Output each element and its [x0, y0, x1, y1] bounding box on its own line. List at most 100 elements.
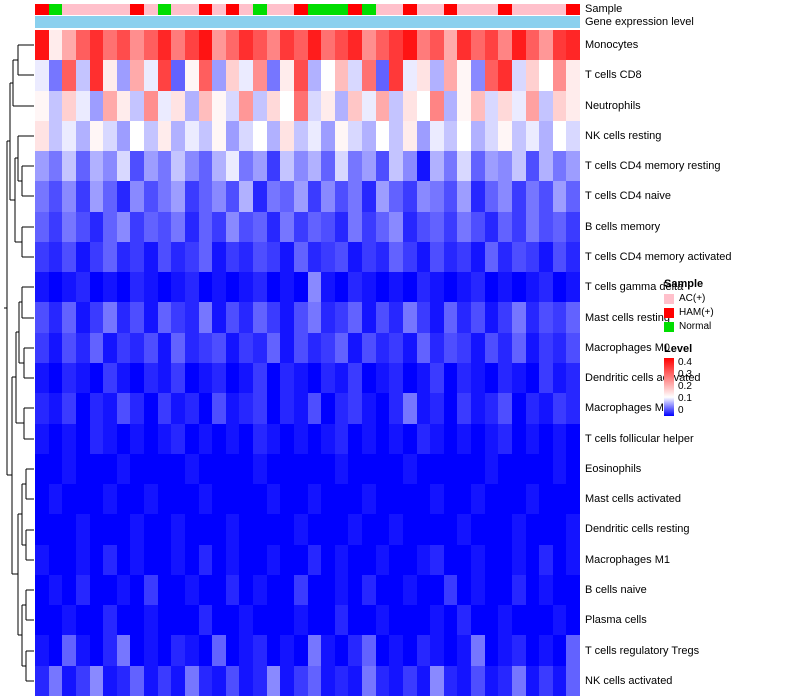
sample-legend-item: Normal [664, 321, 794, 333]
heatmap-cell [552, 211, 567, 242]
heatmap-cell [471, 544, 485, 575]
heatmap-cell [539, 272, 553, 303]
heatmap-cell [171, 60, 185, 91]
heatmap-cell [457, 665, 471, 696]
heatmap-cell [416, 484, 431, 515]
heatmap-cell [484, 120, 499, 152]
heatmap-cell [35, 393, 49, 424]
row-label: Plasma cells [585, 614, 647, 627]
heatmap-cell [375, 544, 390, 575]
heatmap-cell [212, 181, 226, 212]
heatmap-cell [334, 544, 349, 575]
heatmap-cell [225, 332, 240, 363]
heatmap-cell [75, 241, 90, 273]
heatmap-cell [525, 363, 540, 394]
heatmap-cell [362, 30, 376, 61]
heatmap-cell [48, 453, 63, 485]
heatmap-cell [471, 90, 485, 121]
heatmap-cell [239, 574, 253, 606]
heatmap-cell [511, 484, 526, 515]
heatmap-cell [348, 272, 362, 303]
heatmap-cell [402, 635, 417, 666]
heatmap-cell [484, 241, 499, 273]
heatmap-cell [253, 332, 267, 363]
heatmap-cell [103, 665, 117, 696]
heatmap-cell [89, 635, 104, 666]
heatmap-cell [198, 30, 213, 61]
heatmap-cell [35, 30, 49, 61]
heatmap-cell [375, 423, 390, 454]
heatmap-cell [212, 60, 226, 91]
heatmap-cell [75, 484, 90, 515]
heatmap-cell [253, 181, 267, 212]
heatmap-cell [253, 393, 267, 424]
heatmap-cell [389, 151, 403, 182]
heatmap-cell [48, 363, 63, 394]
heatmap-cell [225, 574, 240, 606]
heatmap-cell [280, 574, 294, 606]
heatmap-cell [171, 332, 185, 363]
heatmap-cell [416, 605, 431, 636]
heatmap-cell [348, 332, 362, 363]
heatmap-cell [103, 453, 117, 485]
heatmap-cell [566, 665, 580, 696]
heatmap-cell [566, 151, 580, 182]
heatmap-cell [498, 211, 512, 242]
heatmap-cell [103, 484, 117, 515]
heatmap-cell [130, 151, 144, 182]
heatmap-cell [307, 363, 322, 394]
heatmap-cell [62, 635, 76, 666]
heatmap-cell [484, 181, 499, 212]
heatmap-cell [430, 453, 444, 485]
heatmap-cell [498, 332, 512, 363]
heatmap-cell [375, 635, 390, 666]
heatmap-cell [471, 60, 485, 91]
heatmap-cell [525, 302, 540, 333]
heatmap-cell [48, 151, 63, 182]
heatmap-cell [75, 90, 90, 121]
heatmap-cell [184, 120, 199, 152]
heatmap-cell [307, 151, 322, 182]
heatmap-cell [62, 302, 76, 333]
sample-annotation-cell [539, 4, 553, 15]
heatmap-cell [157, 151, 172, 182]
level-tick: 0.2 [678, 381, 692, 392]
heatmap-cell [144, 332, 158, 363]
sample-annotation-cell [321, 4, 335, 15]
heatmap-cell [116, 484, 131, 515]
heatmap-cell [253, 151, 267, 182]
heatmap-cell [198, 635, 213, 666]
row-label: T cells CD4 memory activated [585, 251, 732, 264]
heatmap-cell [539, 211, 553, 242]
heatmap-cell [35, 514, 49, 545]
heatmap-cell [239, 60, 253, 91]
heatmap-cell [212, 302, 226, 333]
heatmap-cell [552, 605, 567, 636]
heatmap-cell [144, 635, 158, 666]
heatmap-cell [402, 60, 417, 91]
heatmap-cell [430, 30, 444, 61]
sample-annotation-cell [266, 4, 281, 15]
heatmap-cell [539, 30, 553, 61]
heatmap-cell [457, 544, 471, 575]
legend-item-label: AC(+) [679, 293, 706, 304]
heatmap-cell [375, 211, 390, 242]
heatmap-cell [157, 423, 172, 454]
heatmap-cell [35, 272, 49, 303]
heatmap-cell [443, 302, 458, 333]
heatmap-cell [552, 423, 567, 454]
heatmap-cell [253, 484, 267, 515]
row-labels: Monocytes T cells CD8 Neutrophils NK cells … [585, 30, 765, 696]
heatmap-cell [184, 605, 199, 636]
sample-annotation-cell [471, 4, 485, 15]
heatmap-cell [171, 90, 185, 121]
heatmap-cell [253, 544, 267, 575]
heatmap-cell [130, 30, 144, 61]
heatmap-cell [184, 544, 199, 575]
heatmap-cell [116, 544, 131, 575]
heatmap-cell [511, 181, 526, 212]
heatmap-cell [184, 665, 199, 696]
heatmap-cell [307, 272, 322, 303]
heatmap-cell [171, 241, 185, 273]
heatmap-cell [293, 363, 308, 394]
